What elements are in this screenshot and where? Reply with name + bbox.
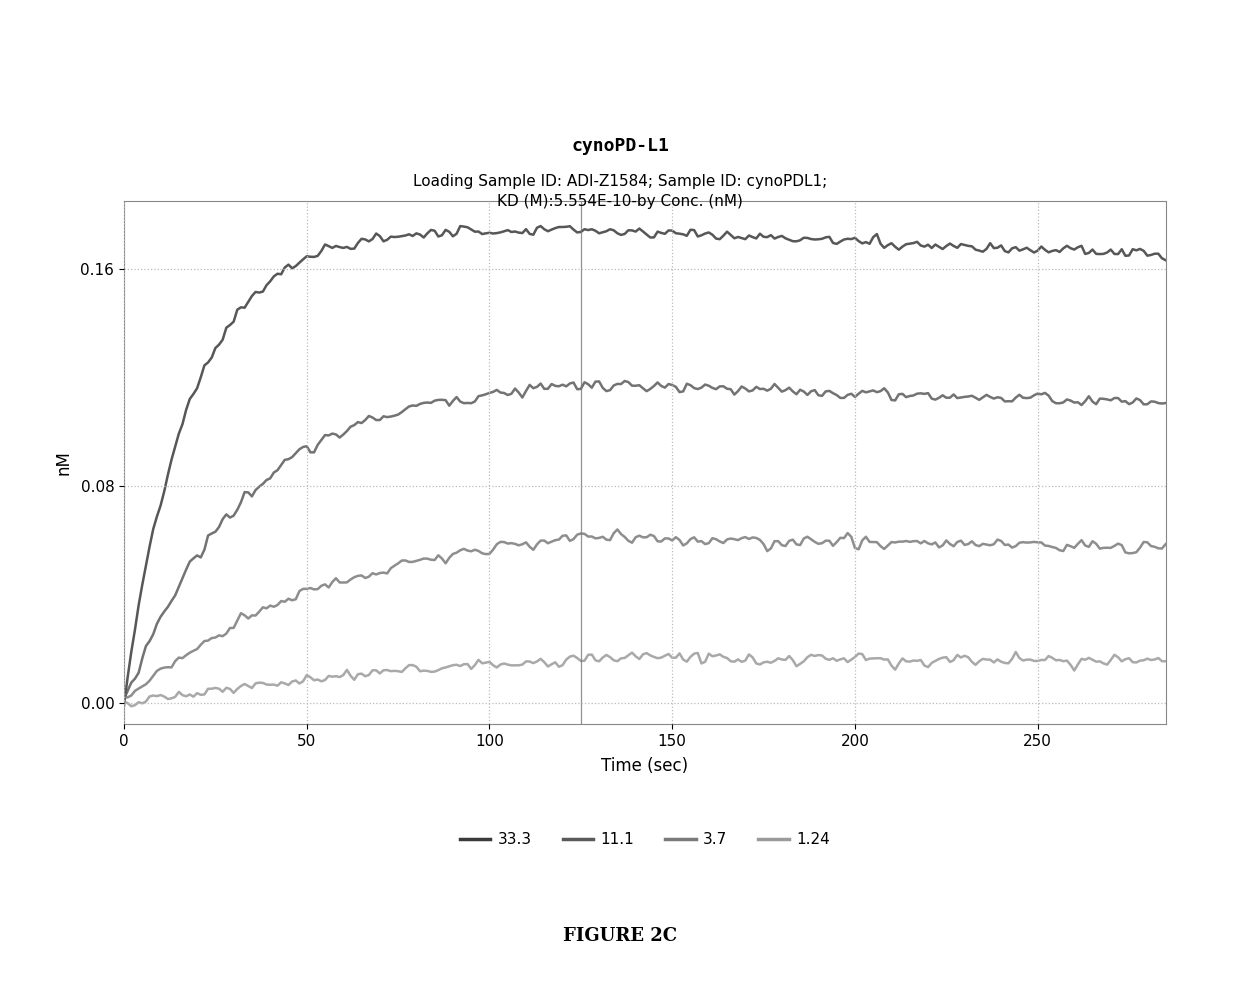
Y-axis label: nM: nM	[55, 451, 72, 475]
Text: cynoPD-L1: cynoPD-L1	[572, 137, 668, 155]
Text: Loading Sample ID: ADI-Z1584; Sample ID: cynoPDL1;: Loading Sample ID: ADI-Z1584; Sample ID:…	[413, 174, 827, 188]
X-axis label: Time (sec): Time (sec)	[601, 758, 688, 776]
Text: KD (M):5.554E-10-by Conc. (nM): KD (M):5.554E-10-by Conc. (nM)	[497, 194, 743, 208]
Text: FIGURE 2C: FIGURE 2C	[563, 927, 677, 945]
Legend: 33.3, 11.1, 3.7, 1.24: 33.3, 11.1, 3.7, 1.24	[454, 826, 836, 853]
